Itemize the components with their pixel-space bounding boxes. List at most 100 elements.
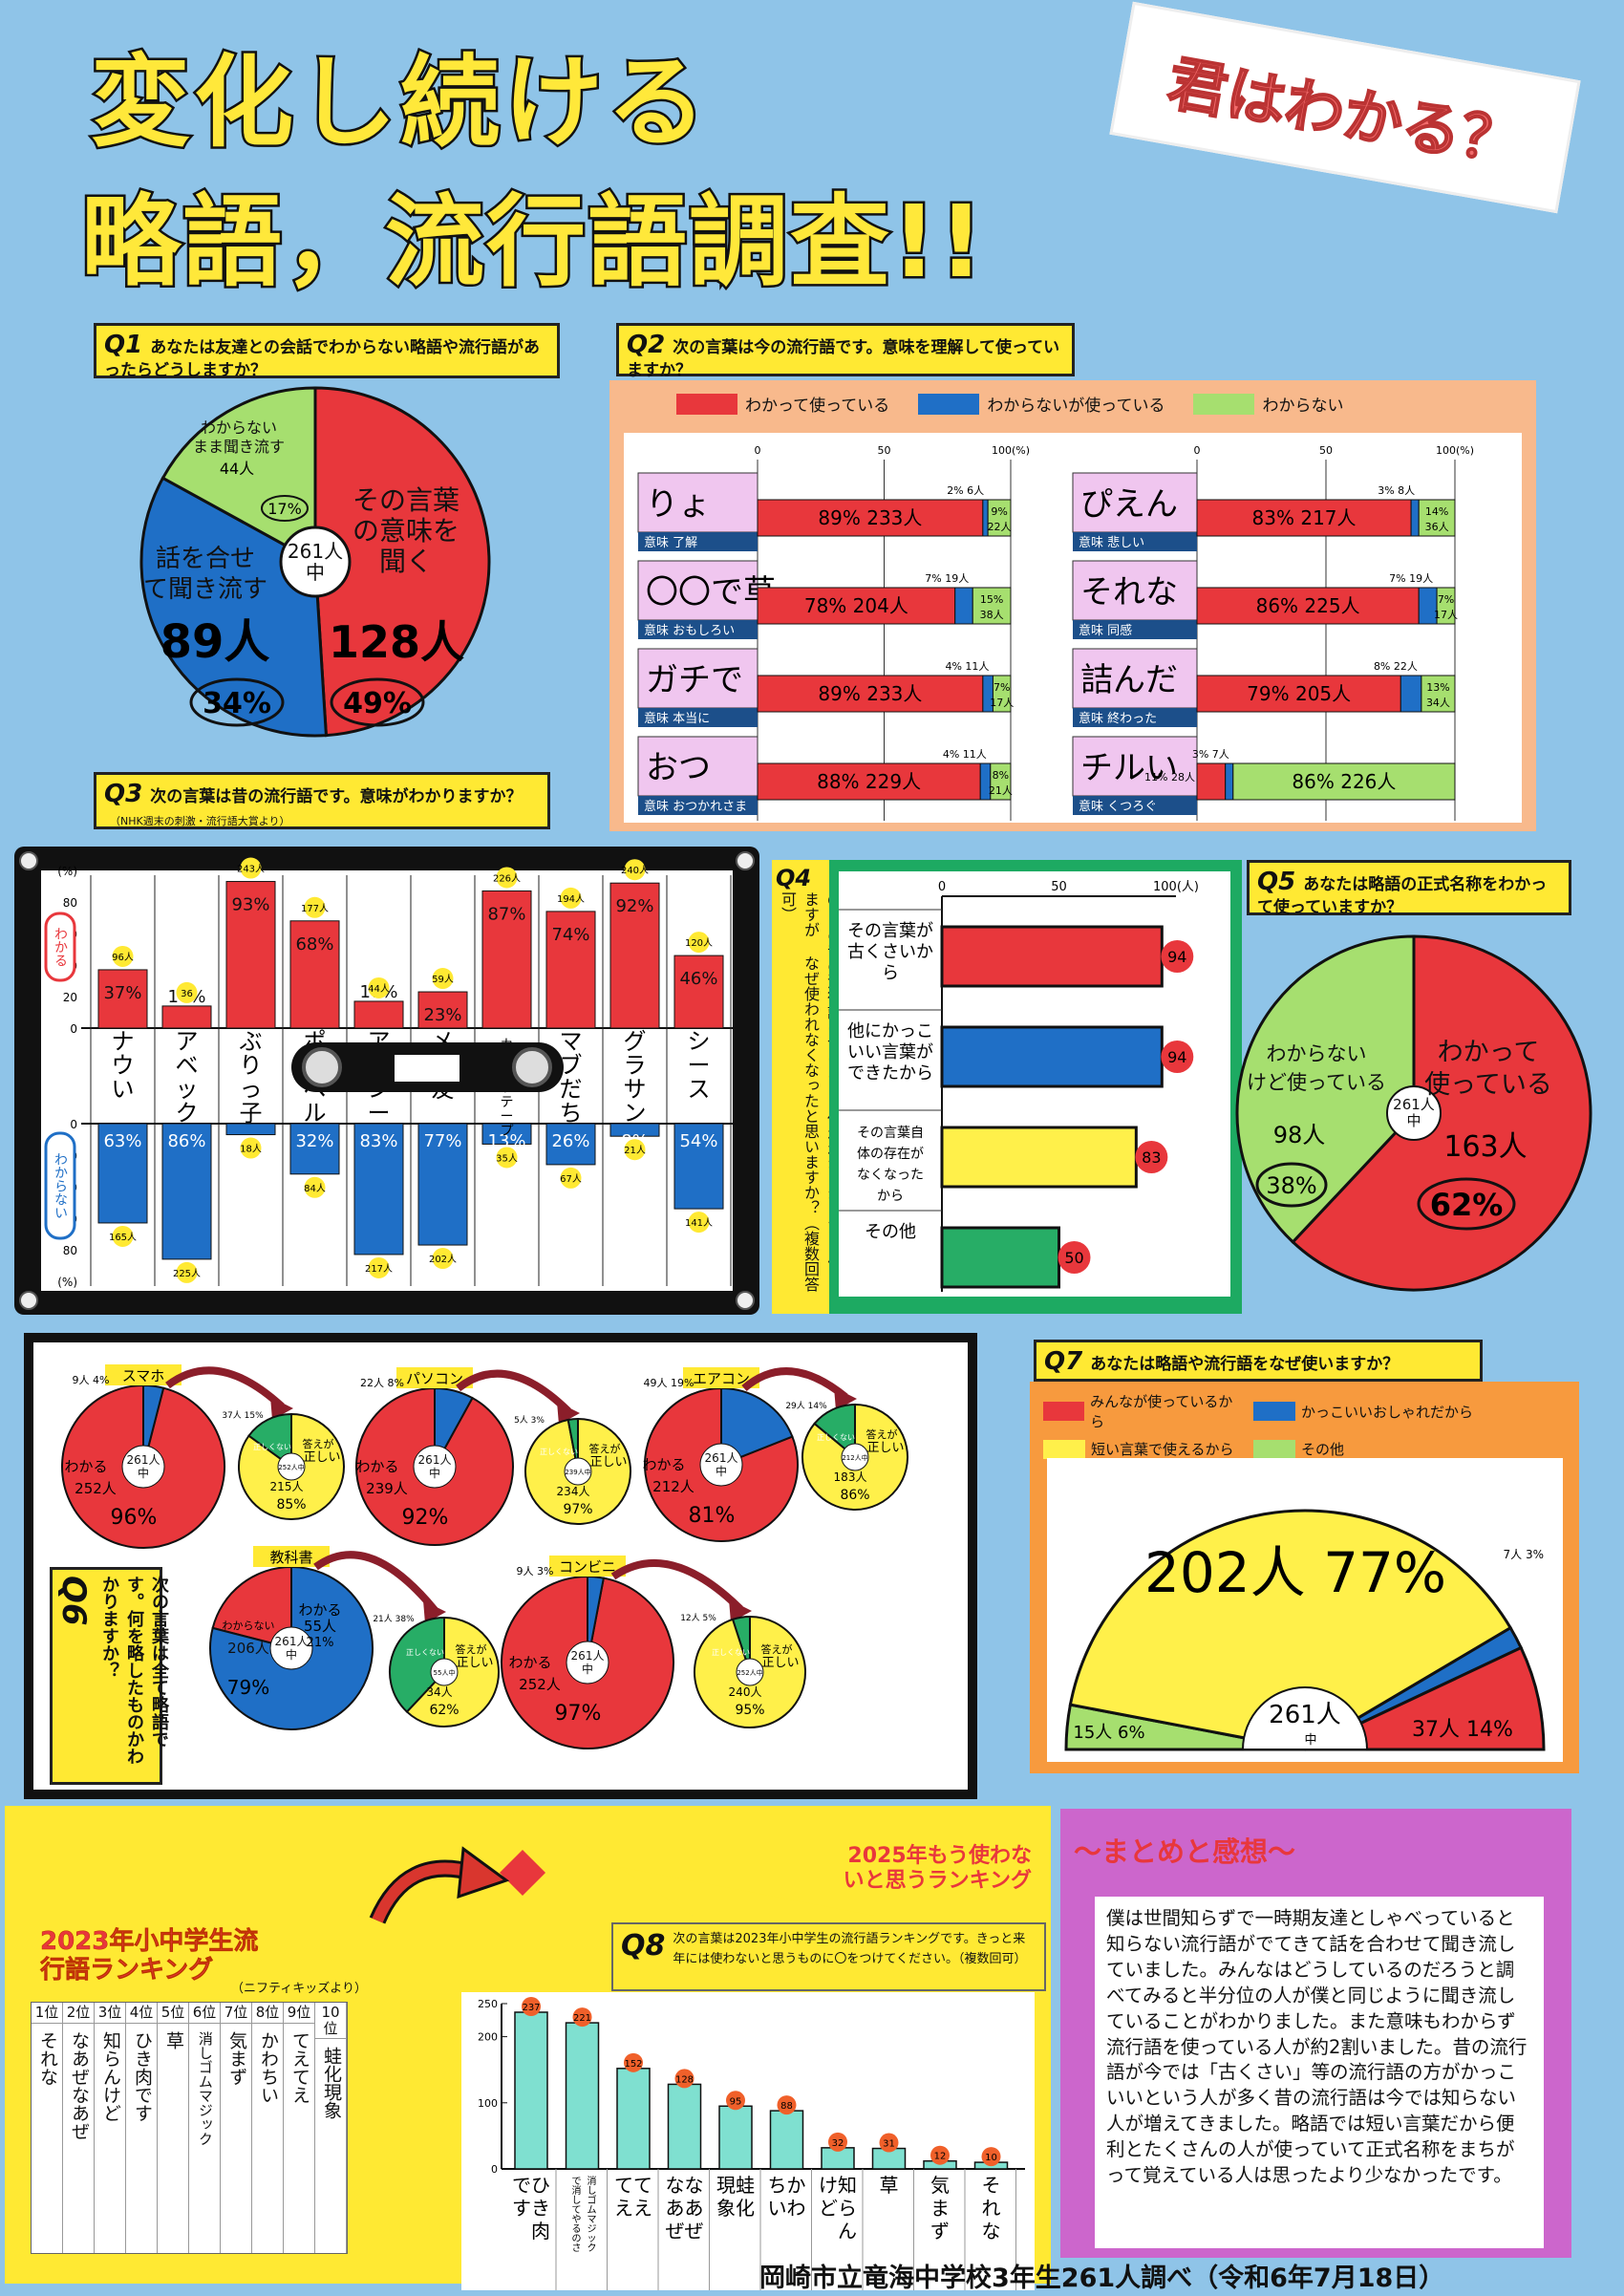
q6-sub-pie-ng — [247, 1412, 292, 1469]
q3-up-cnt: 44人 — [368, 983, 390, 995]
q3-word-char: サ — [624, 1076, 647, 1103]
q2-number: Q2 — [627, 331, 666, 359]
q3-up-pct: 37% — [103, 983, 141, 1003]
q6-arrow — [456, 1369, 571, 1414]
q6-know-count: 212人 — [652, 1478, 694, 1495]
q2-bar-blue — [1400, 675, 1422, 713]
q8-category-char: マ — [588, 2215, 597, 2225]
q3-axis-top-tick: 80 — [63, 896, 77, 910]
q2-bar-red — [757, 762, 981, 801]
q3-up-cnt: 120人 — [685, 937, 713, 949]
q3-up-cnt: 177人 — [301, 903, 329, 914]
q6-sub-ok-count: 183人 — [834, 1470, 867, 1484]
q2-word: ガチで — [646, 661, 743, 699]
q2-bar-green — [972, 587, 1012, 625]
q8-category-char: ど — [819, 2197, 838, 2220]
q2-label-green: 17人 — [1434, 609, 1458, 621]
q3-down-pct: 86% — [167, 1131, 205, 1151]
q6-sub-ok-count: 234人 — [557, 1485, 590, 1498]
q8-category-char: え — [614, 2197, 633, 2220]
q8-value-badge — [624, 2052, 643, 2072]
q4-tick-label: 50 — [1051, 880, 1067, 894]
q2-bar-green — [990, 762, 1012, 801]
q8-category-char: あ — [685, 2197, 704, 2220]
q8-category-char: す — [512, 2197, 531, 2220]
q2-bar-green — [987, 499, 1012, 537]
q8-category-char: な — [666, 2174, 685, 2197]
q6-pie-title: スマホ — [122, 1367, 165, 1384]
q2-label-red: 78% 204人 — [804, 594, 908, 617]
q3-screw — [19, 1291, 38, 1310]
q6-sub-center-label: 239人中 — [565, 1468, 590, 1476]
q6-sub-ok-count: 240人 — [729, 1685, 762, 1699]
q3-down-pct: 13% — [487, 1131, 525, 1151]
q3-up-badge — [688, 932, 710, 954]
q8-value: 31 — [883, 2139, 895, 2150]
q8-category-char: な — [982, 2220, 1001, 2242]
ranking-position: 2位 — [63, 2003, 94, 2024]
q2-label-red: 79% 205人 — [1247, 682, 1351, 705]
q3-down-pct: 83% — [359, 1131, 397, 1151]
q3-down-badge — [432, 1248, 454, 1270]
q4-value: 50 — [1064, 1249, 1083, 1267]
q3-word-char: ナ — [112, 1028, 135, 1055]
q1-center-label: 中 — [306, 561, 325, 584]
q6-sub-ans: 答えが — [761, 1642, 793, 1656]
q8-category-char: い — [768, 2197, 787, 2220]
q7-blue-label: 7人 3% — [1504, 1548, 1545, 1561]
q2-bar-red — [1196, 675, 1401, 713]
q4-bar — [940, 925, 1164, 988]
ranking-column: 6位 消しゴムマジック — [189, 2003, 221, 2253]
q8-category-char: ん — [838, 2220, 857, 2242]
q6-pie-center — [269, 1626, 313, 1670]
q1-question: あなたは友達との会話でわからない略語や流行語があったらどうしますか？ — [104, 338, 541, 380]
q8-category-char: で — [572, 2177, 582, 2187]
q5-slice — [1291, 934, 1592, 1292]
q6-sub-ans: 答えが — [456, 1642, 487, 1656]
q8-value: 12 — [934, 2152, 947, 2162]
q8-category-char: き — [531, 2197, 550, 2220]
ranking-source: （ニフティキッズより） — [231, 1982, 367, 1996]
q3-axis-top-tick: (%) — [57, 865, 77, 878]
q8-bar — [565, 2022, 600, 2170]
q3-axis-top-tick: 20 — [63, 991, 77, 1004]
q1-number: Q1 — [104, 331, 143, 359]
q6-pie-title-bg — [253, 1546, 330, 1567]
q6-pie-center-label: 261人 — [705, 1451, 738, 1465]
q6-sub-ng: 正しくない — [540, 1448, 578, 1456]
q8-label: Q8 次の言葉は2023年小中学生の流行語ランキングです。きっと来年には使わないと… — [611, 1922, 1046, 1991]
q6-unknown-label: 22人 8% — [360, 1377, 404, 1389]
q8-category-char: か — [787, 2174, 806, 2197]
q1-red-label: その言葉 — [353, 484, 459, 516]
q3-up-badge — [112, 945, 134, 967]
q8-category-char: ひ — [531, 2174, 550, 2197]
q8-question: 次の言葉は2023年小中学生の流行語ランキングです。きっと来年には使わないと思う… — [673, 1932, 1027, 1967]
q2-meaning-box — [638, 532, 758, 551]
q8-category-char: て — [614, 2174, 633, 2197]
q6-sub-center-label: 252人中 — [278, 1463, 304, 1471]
summary-body-box: 僕は世間知らずで一時期友達としゃべっていると知らない流行語がでてきて話を合わせて… — [1095, 1897, 1544, 2248]
q2-tick-label: 100(%) — [1436, 444, 1474, 457]
q6-sub-ng: 正しくない — [253, 1443, 291, 1451]
q3-up-badge — [304, 896, 326, 918]
q2-meaning: 意味 同感 — [1079, 623, 1132, 638]
q7-number: Q7 — [1044, 1347, 1083, 1376]
q8-tick-label: 250 — [478, 1998, 498, 2010]
q3-bar-up — [225, 881, 276, 1029]
q2-label-blue: 4% 11人 — [945, 660, 989, 673]
q2-meaning: 意味 終わった — [1079, 711, 1157, 726]
q1-green-pct: 17% — [267, 500, 302, 518]
q3-word-char: ー — [368, 1100, 391, 1127]
q6-know-label: わかる — [642, 1456, 685, 1473]
q3-bar-up — [161, 1005, 212, 1029]
q3-bar-up — [481, 890, 532, 1029]
q6-know-pct: 97% — [555, 1702, 602, 1726]
q3-down-pct: 54% — [679, 1131, 717, 1151]
q3-source: （NHK週末の刺激・流行語大賞より） — [110, 814, 290, 827]
ranking-arrow — [369, 1846, 510, 1924]
ranking-word: それな — [36, 2030, 58, 2086]
q8-category-char: し — [588, 2185, 597, 2197]
ranking-position: 5位 — [158, 2003, 188, 2024]
q3-up-cnt: 240人 — [621, 865, 649, 876]
